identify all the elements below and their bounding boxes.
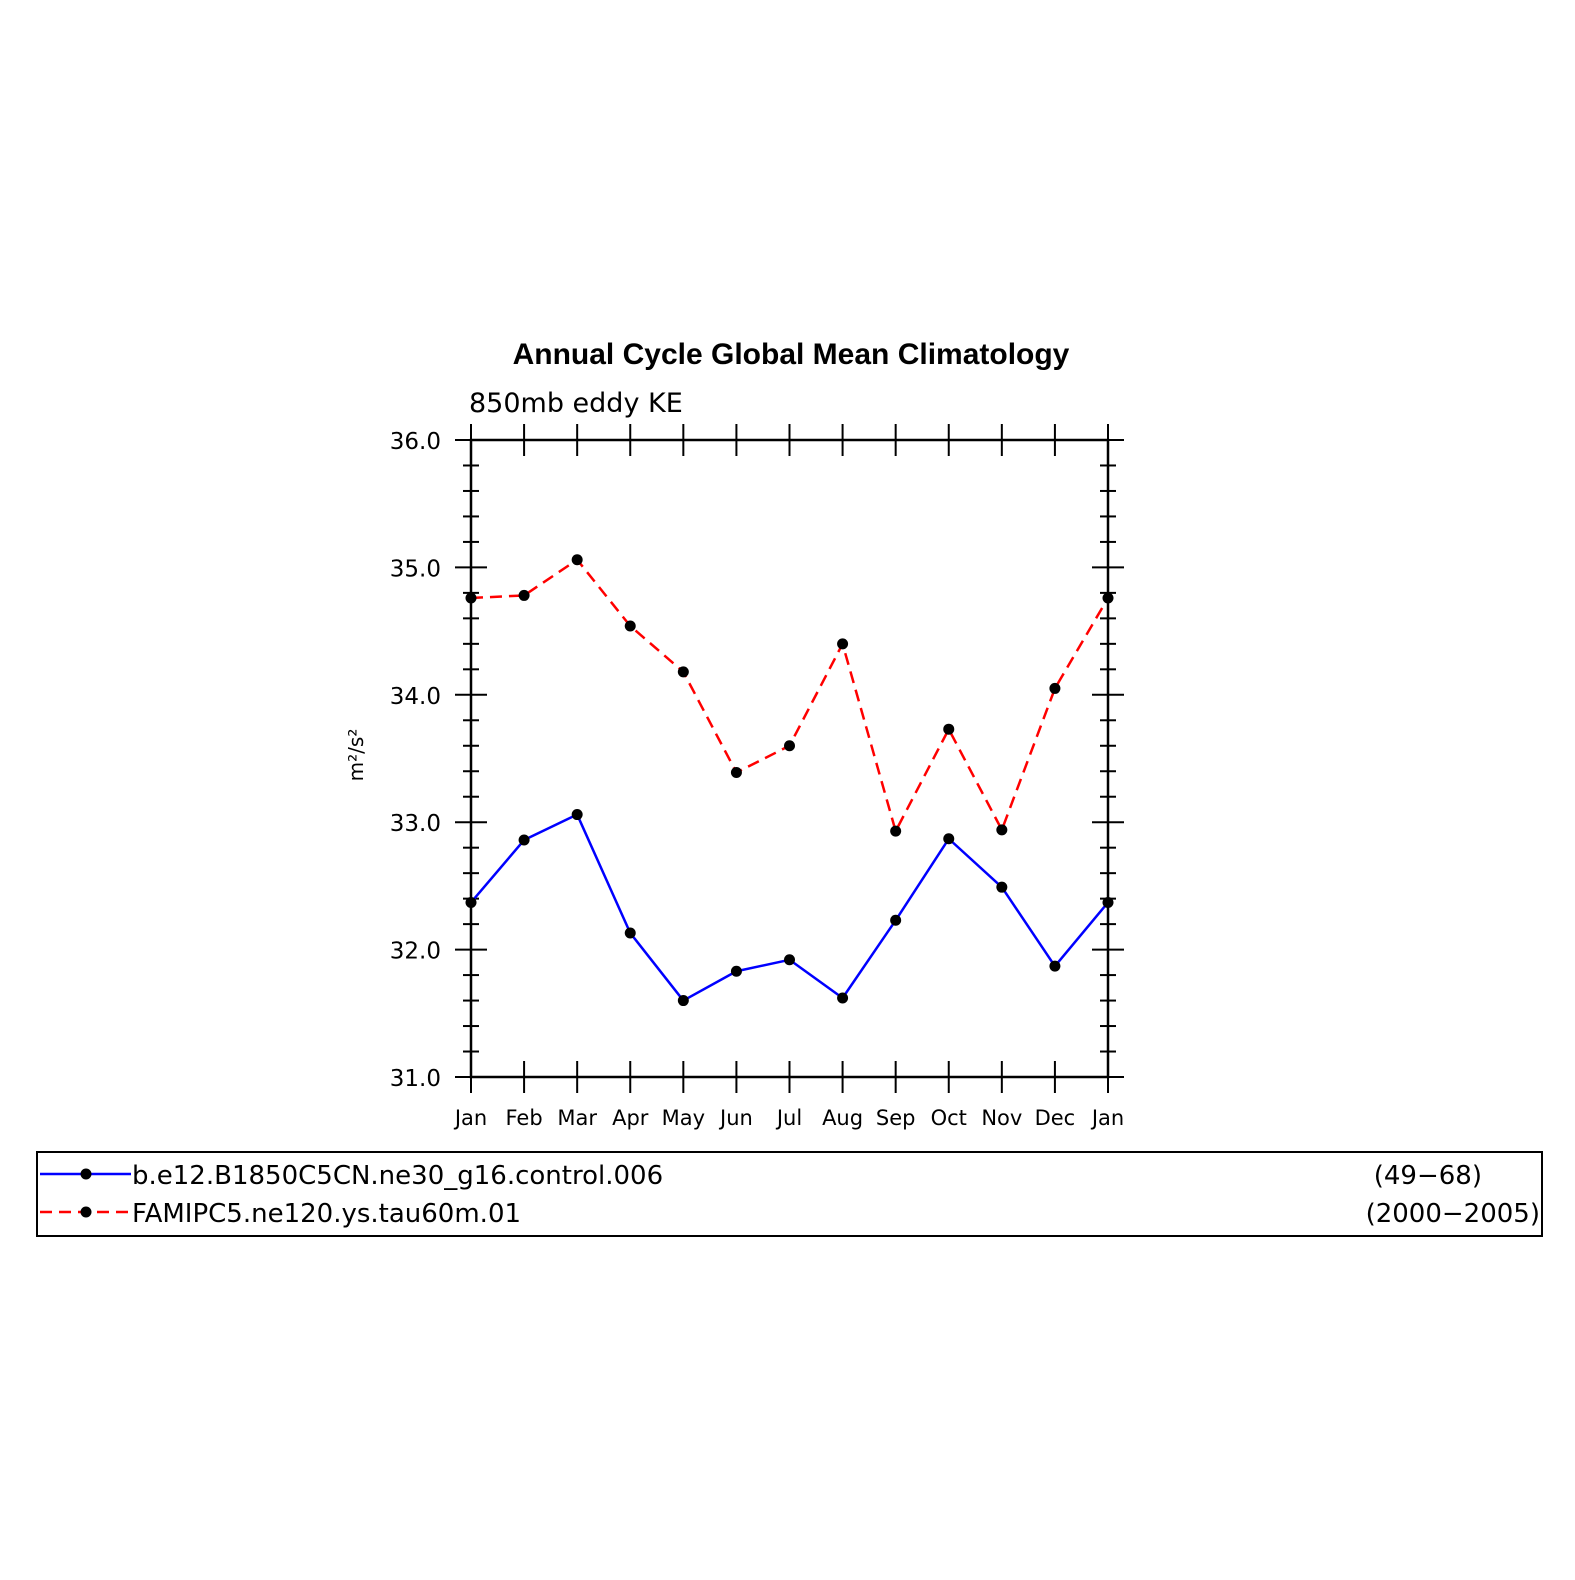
series-2-point <box>996 824 1008 836</box>
series-2-point <box>677 666 689 678</box>
series-2-point <box>837 638 849 650</box>
x-tick-label: Jun <box>718 1106 753 1130</box>
series-1-point <box>1049 960 1061 972</box>
y-tick-label: 33.0 <box>390 811 441 837</box>
series-2-point <box>784 740 795 752</box>
tick-labels: 31.0 32.0 33.0 34.0 35.0 36.0 Jan Feb Mar Apr May J… <box>390 429 1124 1130</box>
x-tick-label: Sep <box>876 1106 916 1130</box>
legend-years-series-1: (49−68) <box>1374 1161 1482 1191</box>
legend-label-series-2: FAMIPC5.ne120.ys.tau60m.01 <box>132 1199 521 1229</box>
series-1-point <box>837 992 849 1004</box>
series-1-point <box>996 881 1008 893</box>
legend: b.e12.B1850C5CN.ne30_g16.control.006 (49… <box>36 1151 1543 1237</box>
y-tick-label: 35.0 <box>390 556 441 582</box>
x-tick-label: Apr <box>612 1106 649 1130</box>
series-line-2 <box>470 558 1110 833</box>
legend-box <box>36 1151 1543 1237</box>
legend-marker-series-1 <box>80 1168 92 1180</box>
plot-frame <box>469 438 1110 1079</box>
x-tick-label: Aug <box>822 1106 863 1130</box>
x-tick-label: Jan <box>1090 1106 1124 1130</box>
y-axis-label: m²/s² <box>344 729 368 782</box>
series-1-point <box>677 995 689 1007</box>
series-2-point <box>1049 682 1061 694</box>
x-tick-label: Jan <box>453 1106 487 1130</box>
series-1-point <box>890 914 902 926</box>
axis-ticks <box>455 424 1124 1093</box>
series-2-point <box>518 589 530 601</box>
series-1-point <box>518 834 530 846</box>
series-1-point <box>624 927 636 939</box>
x-tick-label: Feb <box>505 1106 542 1130</box>
legend-marker-series-2 <box>80 1206 92 1218</box>
legend-label-series-1: b.e12.B1850C5CN.ne30_g16.control.006 <box>132 1161 663 1191</box>
x-tick-label: Mar <box>557 1106 597 1130</box>
y-tick-label: 32.0 <box>390 939 441 965</box>
legend-item-series-2: FAMIPC5.ne120.ys.tau60m.01 (2000−2005) <box>40 1199 1540 1229</box>
series-2-point <box>730 767 742 779</box>
chart-subtitle: 850mb eddy KE <box>469 388 683 419</box>
series-1-point <box>943 833 955 845</box>
x-tick-label: Jul <box>775 1106 802 1130</box>
series-2-point <box>943 723 955 735</box>
series-2-point <box>890 825 902 837</box>
x-tick-label: Nov <box>981 1106 1022 1130</box>
series-2-point <box>624 620 636 632</box>
chart-title: Annual Cycle Global Mean Climatology <box>513 338 1070 371</box>
x-tick-label: Dec <box>1035 1106 1076 1130</box>
legend-years-series-2: (2000−2005) <box>1366 1199 1540 1229</box>
series-layer <box>465 554 1114 1007</box>
x-tick-label: May <box>662 1106 705 1130</box>
x-tick-label: Oct <box>931 1106 967 1130</box>
y-tick-label: 36.0 <box>390 429 441 455</box>
legend-item-series-1: b.e12.B1850C5CN.ne30_g16.control.006 (49… <box>40 1161 1482 1191</box>
series-1-point <box>784 954 795 966</box>
series-1-point <box>571 809 583 821</box>
series-2-point <box>571 554 583 566</box>
series-1-point <box>730 965 742 977</box>
series-line-1 <box>470 813 1109 1002</box>
y-tick-label: 34.0 <box>390 684 441 710</box>
y-tick-label: 31.0 <box>390 1066 441 1092</box>
